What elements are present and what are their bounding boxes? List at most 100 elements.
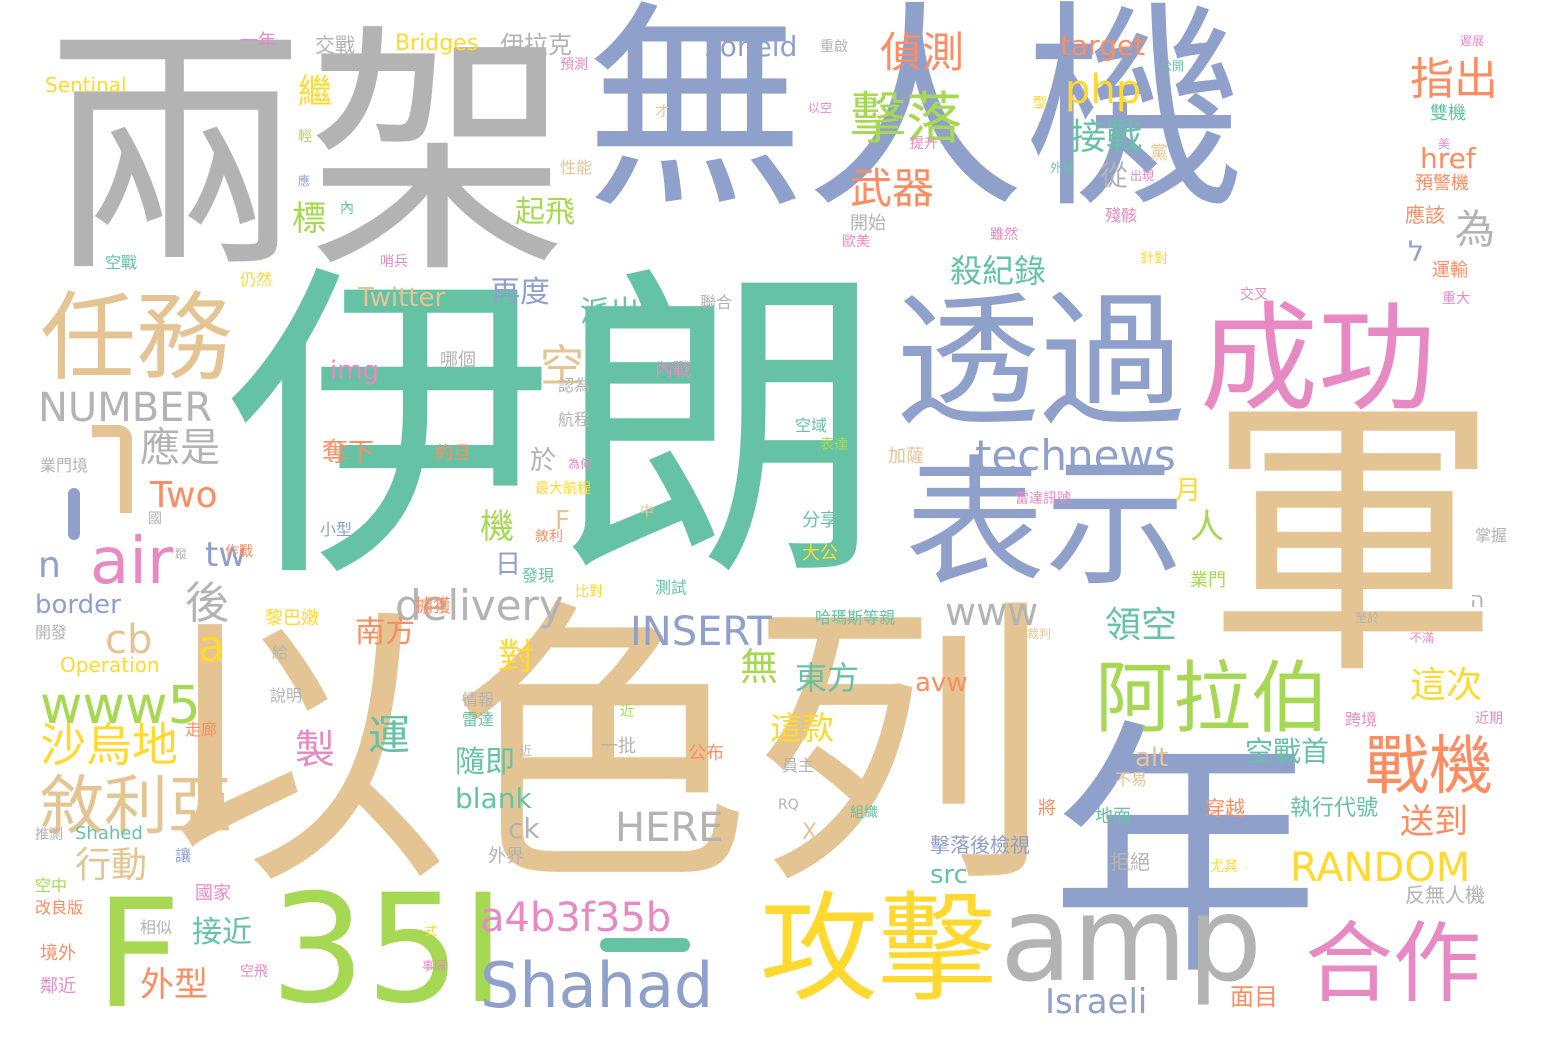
word-member: 員主 [782, 756, 815, 775]
word-here: HERE [615, 805, 724, 851]
word-dissatisfied: 不滿 [1410, 631, 1435, 645]
word-should: 應該 [1405, 203, 1445, 227]
word-territory: 領空 [1105, 605, 1178, 646]
word-should-be: 應是 [140, 425, 220, 471]
word-sentry: 哨兵 [380, 254, 408, 270]
word-mark: 標 [292, 199, 326, 239]
word-refuse: 拒絕 [1110, 850, 1150, 874]
word-engage: 接戰 [1070, 117, 1143, 158]
word-usa: 美 [1438, 137, 1451, 151]
word-f-small: F [555, 506, 570, 536]
word-air: air [90, 525, 174, 599]
word-operation-code: 執行代號 [1290, 796, 1379, 821]
word-army: 軍 [1205, 370, 1500, 714]
word-major: 重大 [1442, 291, 1470, 307]
word-light: 輕 [298, 129, 312, 145]
word-border: border [35, 590, 121, 620]
word-corridor: 走廊 [185, 720, 218, 739]
word-year: 年 [1050, 697, 1320, 1012]
word-insert: INSERT [630, 609, 772, 655]
word-airspace: 空域 [795, 416, 828, 435]
word-after-interval: 事隔 [422, 959, 447, 973]
word-ground: 地面 [1095, 806, 1131, 827]
word-mission: 任務 [40, 282, 232, 394]
word-organization: 組織 [850, 805, 878, 821]
word-weapon: 武器 [850, 164, 935, 213]
word-this-model: 這款 [770, 709, 835, 747]
word-send-to: 送到 [1400, 802, 1468, 842]
word-action: 行動 [75, 845, 148, 886]
word-syria: 敘利亞 [40, 770, 232, 844]
word-from: 從 [1100, 159, 1129, 192]
word-two-aircraft: 兩架 [45, 3, 569, 308]
word-at: 於 [530, 446, 557, 476]
stroke-blue-mark [68, 488, 80, 540]
word-random: RANDOM [1290, 845, 1471, 891]
word-www: www [945, 590, 1039, 634]
word-ck: ck [508, 812, 540, 845]
word-begin: 開始 [850, 213, 886, 234]
word-nuclear-ruling: 核裁判 [1015, 627, 1052, 641]
word-again: 再度 [490, 275, 550, 310]
word-will: 將 [1038, 798, 1056, 819]
word-ought: 應 [298, 174, 311, 188]
word-fighter: 戰機 [1365, 730, 1493, 804]
word-improved: 改良版 [35, 898, 84, 917]
word-hebrew-lamed: ל [1408, 235, 1424, 268]
word-a: a [198, 621, 225, 672]
word-compare: 比對 [575, 584, 603, 600]
word-transport: 運輸 [1432, 260, 1468, 281]
word-for: 為 [1455, 207, 1495, 253]
word-www5: www5 [40, 676, 201, 736]
word-although: 雖然 [990, 227, 1018, 243]
word-airborne: 空中 [35, 876, 68, 895]
word-shahad: Shahad [480, 949, 714, 1022]
word-transport-char: 運 [368, 711, 411, 760]
word-let: 讓 [175, 846, 192, 865]
word-speculate: 推測 [35, 827, 63, 843]
word-think: 認為 [558, 376, 591, 395]
word-35i: 35I [270, 863, 506, 1037]
word-x: X [802, 820, 818, 845]
word-hebrew-he: ה [1470, 588, 1485, 613]
word-israel: 以色列 [150, 575, 1050, 924]
word-shot-down: 擊落 [850, 87, 962, 152]
word-technews: technews [975, 431, 1176, 480]
word-indicates: 表示 [905, 443, 1186, 606]
word-pass-through: 穿越 [1205, 796, 1245, 820]
word-yemen-border: 業門境 [40, 456, 89, 475]
word-combat: 作戰 [225, 544, 253, 560]
word-number: NUMBER [38, 385, 213, 431]
word-cross-border: 跨境 [1345, 710, 1378, 729]
word-delay: 遲展 [1460, 34, 1485, 48]
word-drones: 無人機 [585, 0, 1246, 238]
word-twitter: Twitter [358, 283, 446, 313]
word-only: 才 [655, 104, 669, 120]
word-announce: 公布 [688, 743, 724, 764]
word-awacs: 預警機 [1415, 173, 1469, 194]
word-still: 仍然 [240, 270, 273, 289]
word-alt: alt [1135, 743, 1169, 773]
word-joint: 聯合 [700, 293, 733, 312]
word-inspect-after: 擊落後檢視 [930, 833, 1030, 857]
word-which: 哪個 [440, 350, 476, 371]
word-cb: cb [105, 617, 153, 663]
word-air-battle: 空戰 [105, 253, 138, 272]
word-approach: 接近 [192, 915, 252, 950]
word-through: 透過 [895, 278, 1185, 447]
word-give: 給 [272, 643, 289, 662]
word-person: 人 [1190, 507, 1224, 547]
stroke-tan-hook [92, 425, 132, 513]
word-appearance: 外型 [140, 965, 208, 1005]
word-express: 表達 [820, 437, 848, 453]
word-tw: tw [205, 535, 247, 575]
word-outside-world: 外界 [488, 846, 524, 867]
word-jordan: 約旦 [435, 443, 471, 464]
word-iraq: 伊拉克 [500, 31, 572, 59]
word-sentinal: Sentinal [45, 73, 127, 97]
word-iran: 伊朗 [225, 238, 885, 622]
word-small: 小型 [320, 520, 353, 539]
word-after: 後 [185, 578, 229, 629]
word-saudi: 沙烏地 [40, 718, 178, 772]
word-air-space: 空 [540, 341, 584, 392]
